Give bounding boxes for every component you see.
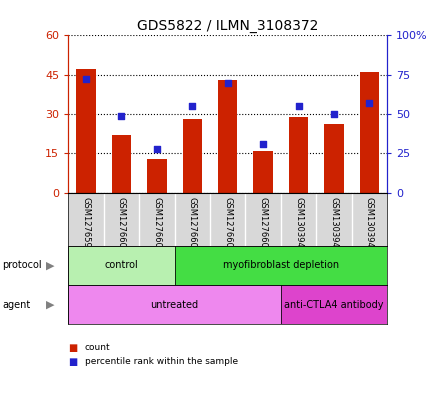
Text: untreated: untreated xyxy=(150,299,198,310)
Point xyxy=(366,100,373,106)
Bar xyxy=(281,285,387,324)
Text: GSM1276604: GSM1276604 xyxy=(259,197,268,253)
Point xyxy=(330,111,337,117)
Text: count: count xyxy=(85,343,110,352)
Text: ■: ■ xyxy=(68,343,77,353)
Text: GSM1276601: GSM1276601 xyxy=(152,197,161,253)
Text: ▶: ▶ xyxy=(46,299,55,310)
Text: protocol: protocol xyxy=(2,260,42,270)
Text: GSM1276600: GSM1276600 xyxy=(117,197,126,253)
Bar xyxy=(289,117,308,193)
Point xyxy=(153,145,160,152)
Text: GSM1276599: GSM1276599 xyxy=(81,197,91,253)
Title: GDS5822 / ILMN_3108372: GDS5822 / ILMN_3108372 xyxy=(137,19,319,33)
Point xyxy=(82,76,89,83)
Text: agent: agent xyxy=(2,299,30,310)
Bar xyxy=(183,119,202,193)
Bar xyxy=(175,246,387,285)
Text: GSM1276603: GSM1276603 xyxy=(223,197,232,253)
Point xyxy=(260,141,267,147)
Bar xyxy=(360,72,379,193)
Text: myofibroblast depletion: myofibroblast depletion xyxy=(223,260,339,270)
Point xyxy=(224,79,231,86)
Bar xyxy=(76,70,95,193)
Point xyxy=(295,103,302,109)
Text: anti-CTLA4 antibody: anti-CTLA4 antibody xyxy=(284,299,384,310)
Bar xyxy=(68,246,175,285)
Text: control: control xyxy=(104,260,138,270)
Bar xyxy=(324,125,344,193)
Point xyxy=(189,103,196,109)
Bar xyxy=(147,158,167,193)
Bar xyxy=(218,80,238,193)
Text: GSM1303941: GSM1303941 xyxy=(330,197,338,253)
Text: GSM1303942: GSM1303942 xyxy=(365,197,374,253)
Bar xyxy=(112,135,131,193)
Text: ▶: ▶ xyxy=(46,260,55,270)
Text: ■: ■ xyxy=(68,356,77,367)
Text: percentile rank within the sample: percentile rank within the sample xyxy=(85,357,238,366)
Text: GSM1303940: GSM1303940 xyxy=(294,197,303,253)
Bar xyxy=(253,151,273,193)
Point xyxy=(118,112,125,119)
Bar xyxy=(68,285,281,324)
Text: GSM1276602: GSM1276602 xyxy=(188,197,197,253)
